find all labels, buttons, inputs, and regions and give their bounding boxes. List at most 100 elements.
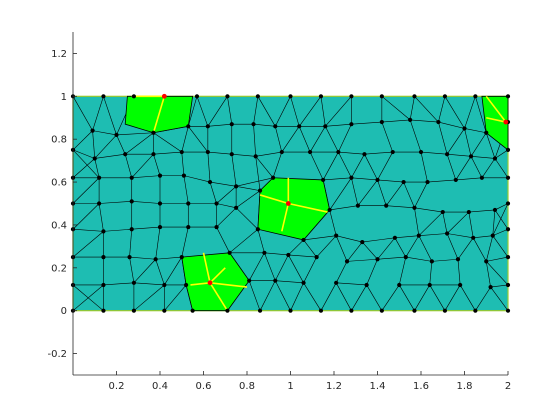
patch-center-node xyxy=(503,119,509,125)
mesh-node xyxy=(392,235,397,240)
mesh-edge xyxy=(494,158,509,178)
mesh-edge xyxy=(485,132,496,159)
mesh-edge xyxy=(472,237,487,262)
mesh-edge xyxy=(253,123,276,127)
mesh-node xyxy=(336,149,341,155)
mesh-edge xyxy=(494,149,509,159)
mesh-edge xyxy=(351,154,365,178)
mesh-edge xyxy=(464,96,476,129)
mesh-edge xyxy=(492,209,496,236)
mesh-edge xyxy=(188,126,209,153)
mesh-edge xyxy=(414,207,443,213)
mesh-edge xyxy=(381,121,394,153)
mesh-edge xyxy=(325,126,339,153)
mesh-node xyxy=(440,209,445,215)
mesh-edge xyxy=(288,239,304,256)
mesh-edge xyxy=(410,119,439,123)
mesh-node xyxy=(384,203,389,208)
mesh-edge xyxy=(418,211,443,236)
mesh-edge xyxy=(309,126,326,153)
mesh-node xyxy=(194,94,200,99)
mesh-node xyxy=(101,254,106,260)
mesh-edge xyxy=(494,209,509,230)
mesh-node xyxy=(101,282,106,288)
mesh-edge xyxy=(338,151,352,178)
mesh-edge xyxy=(485,261,491,288)
mesh-edge xyxy=(420,151,428,183)
mesh-node xyxy=(184,282,189,288)
mesh-edge xyxy=(364,154,378,181)
mesh-edge xyxy=(409,96,415,120)
mesh-node xyxy=(97,201,102,206)
mesh-edge xyxy=(131,226,161,230)
mesh-node xyxy=(123,152,128,157)
mesh-edge xyxy=(325,96,352,127)
y-tick-label: 1.2 xyxy=(51,49,67,60)
mesh-edge xyxy=(398,257,407,286)
mesh-edge xyxy=(290,96,300,127)
mesh-node xyxy=(131,308,136,313)
mesh-node xyxy=(327,207,332,213)
mesh-node xyxy=(360,239,365,245)
mesh-edge xyxy=(131,153,154,178)
mesh-edge xyxy=(486,256,509,262)
mesh-edge xyxy=(72,177,100,204)
mesh-node xyxy=(234,184,239,189)
mesh-edge xyxy=(429,284,446,311)
mesh-node xyxy=(466,209,471,215)
mesh-edge xyxy=(253,96,259,125)
mesh-edge xyxy=(153,154,161,176)
mesh-node xyxy=(227,250,232,255)
mesh-node xyxy=(442,308,448,313)
mesh-node xyxy=(288,94,293,99)
mesh-edge xyxy=(420,151,448,155)
mesh-edge xyxy=(72,231,104,258)
mesh-edge xyxy=(207,123,232,127)
mesh-edge xyxy=(94,153,126,159)
mesh-node xyxy=(468,154,474,159)
y-tick-label: 0.6 xyxy=(51,178,67,189)
mesh-node xyxy=(473,308,478,313)
highlight-spoke xyxy=(288,202,328,213)
x-tick-label: 1.6 xyxy=(413,381,429,392)
mesh-node xyxy=(442,94,448,99)
mesh-edge xyxy=(153,151,182,155)
mesh-node xyxy=(427,282,432,288)
mesh-edge xyxy=(236,186,261,191)
x-tick-label: 0.4 xyxy=(152,381,168,392)
mesh-edge xyxy=(470,156,495,159)
mesh-edge xyxy=(298,126,311,153)
mesh-node xyxy=(162,308,167,313)
mesh-edge xyxy=(418,235,433,262)
mesh-edge xyxy=(320,282,337,311)
highlight-spoke xyxy=(485,95,507,123)
mesh-edge xyxy=(405,235,420,258)
mesh-edge xyxy=(335,282,352,311)
mesh-edge xyxy=(485,235,494,262)
mesh-node xyxy=(436,119,441,125)
mesh-node xyxy=(344,259,350,264)
mesh-edge xyxy=(216,203,237,209)
mesh-edge xyxy=(377,237,396,260)
mesh-edge xyxy=(446,233,459,260)
x-tick-label: 0.6 xyxy=(196,381,212,392)
mesh-node xyxy=(349,94,354,99)
mesh-edge xyxy=(386,205,415,209)
mesh-edge xyxy=(351,121,382,125)
mesh-node xyxy=(490,233,495,238)
mesh-node xyxy=(157,201,163,206)
highlight-spoke xyxy=(190,282,211,286)
mesh-edge xyxy=(99,201,132,204)
mesh-edge xyxy=(207,152,211,183)
mesh-edge xyxy=(444,96,465,129)
highlight-spoke xyxy=(486,116,506,123)
mesh-edge xyxy=(133,282,165,286)
mesh-edge xyxy=(72,149,100,178)
mesh-node xyxy=(205,149,210,155)
mesh-edge xyxy=(394,235,419,239)
mesh-node xyxy=(321,177,326,183)
mesh-edge xyxy=(131,175,161,179)
mesh-edge xyxy=(336,235,363,243)
mesh-edge xyxy=(196,96,209,127)
mesh-node xyxy=(271,175,276,180)
